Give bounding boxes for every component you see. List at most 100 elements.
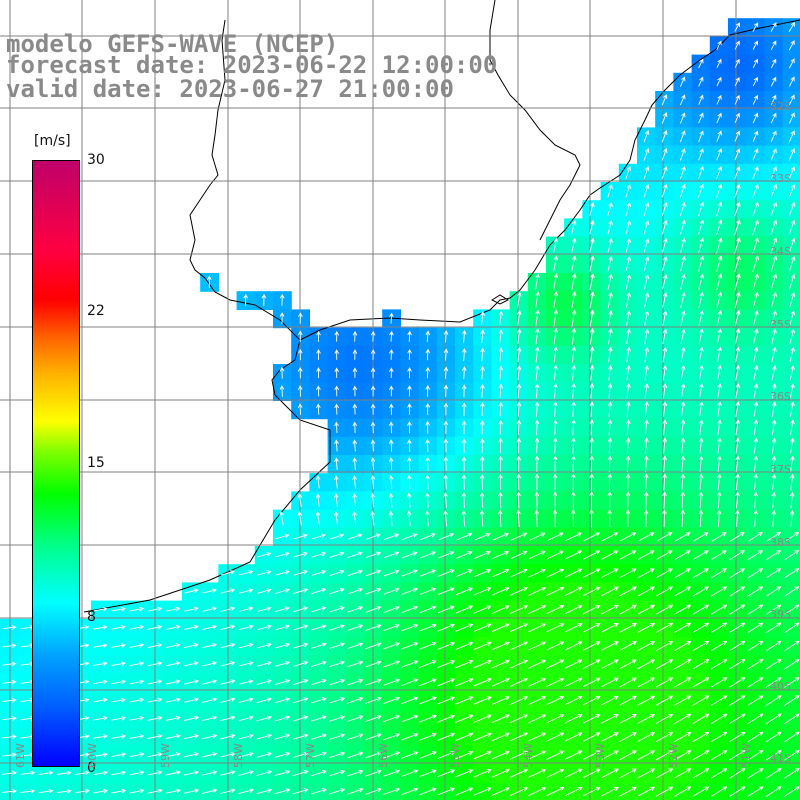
wind-arrow bbox=[2, 679, 17, 685]
latitude-label: 39S bbox=[770, 608, 791, 621]
wind-arrow bbox=[275, 606, 290, 613]
wind-arrow bbox=[292, 642, 309, 649]
wind-arrow bbox=[674, 659, 692, 670]
wind-arrow bbox=[698, 219, 705, 235]
wind-arrow bbox=[93, 661, 108, 666]
wind-arrow bbox=[735, 437, 740, 454]
wind-arrow bbox=[784, 531, 800, 542]
wind-arrow bbox=[607, 419, 613, 436]
wind-arrow bbox=[734, 328, 741, 345]
wind-arrow bbox=[388, 492, 394, 508]
wind-arrow bbox=[528, 787, 547, 797]
wind-arrow bbox=[589, 291, 595, 309]
wind-arrow bbox=[753, 383, 759, 399]
wind-arrow bbox=[644, 401, 649, 417]
wind-arrow bbox=[601, 532, 619, 542]
wind-arrow bbox=[589, 473, 594, 491]
wind-arrow bbox=[388, 510, 394, 526]
wind-arrow bbox=[407, 438, 412, 452]
wind-arrow bbox=[729, 640, 746, 652]
wind-arrow bbox=[425, 384, 431, 397]
wind-arrow bbox=[329, 678, 346, 686]
wind-arrow bbox=[352, 385, 358, 397]
wind-arrow bbox=[564, 732, 583, 742]
wind-arrow bbox=[607, 273, 613, 290]
wind-arrow bbox=[784, 749, 800, 761]
wind-arrow bbox=[401, 714, 419, 723]
wind-arrow bbox=[601, 714, 619, 724]
wind-arrow bbox=[601, 659, 619, 669]
wind-arrow bbox=[771, 419, 777, 436]
wind-arrow bbox=[166, 661, 181, 667]
wind-arrow bbox=[752, 112, 759, 124]
wind-arrow bbox=[710, 713, 728, 724]
wind-arrow bbox=[735, 383, 741, 399]
wind-arrow bbox=[692, 731, 710, 743]
wind-arrow bbox=[716, 112, 722, 124]
wind-arrow bbox=[401, 696, 419, 705]
wind-arrow bbox=[656, 586, 674, 597]
wind-arrow bbox=[710, 731, 728, 743]
wind-arrow bbox=[643, 201, 650, 216]
wind-arrow bbox=[729, 786, 746, 797]
wind-arrow bbox=[765, 731, 782, 743]
wind-arrow bbox=[752, 40, 758, 50]
wind-arrow bbox=[370, 349, 376, 360]
wind-arrow bbox=[220, 624, 236, 631]
wind-arrow bbox=[297, 493, 303, 507]
wind-arrow bbox=[516, 509, 521, 528]
wind-arrow bbox=[383, 696, 401, 705]
wind-arrow bbox=[528, 677, 547, 687]
wind-arrow bbox=[388, 439, 394, 452]
wind-arrow bbox=[474, 532, 491, 541]
wind-arrow bbox=[789, 292, 796, 308]
wind-arrow bbox=[729, 586, 746, 597]
wind-arrow bbox=[789, 509, 795, 527]
wind-arrow bbox=[643, 219, 650, 235]
wind-arrow bbox=[747, 749, 764, 761]
wind-arrow bbox=[111, 661, 126, 666]
wind-arrow bbox=[401, 642, 419, 650]
wind-arrow bbox=[735, 491, 740, 509]
wind-arrow bbox=[607, 509, 612, 528]
wind-arrow bbox=[771, 383, 777, 399]
wind-arrow bbox=[698, 291, 705, 308]
wind-arrow bbox=[717, 401, 722, 417]
wind-arrow bbox=[788, 148, 795, 161]
wind-arrow bbox=[546, 750, 565, 760]
wind-arrow bbox=[625, 491, 631, 509]
wind-arrow bbox=[456, 569, 473, 577]
wind-arrow bbox=[419, 605, 437, 614]
wind-arrow bbox=[461, 438, 467, 453]
wind-arrow bbox=[510, 714, 529, 724]
wind-arrow bbox=[256, 788, 273, 795]
wind-arrow bbox=[626, 383, 631, 399]
wind-arrow bbox=[698, 166, 704, 180]
wind-arrow bbox=[370, 367, 376, 378]
wind-arrow bbox=[674, 768, 692, 779]
wind-arrow bbox=[644, 328, 650, 344]
wind-arrow bbox=[220, 770, 236, 776]
wind-arrow bbox=[352, 475, 357, 489]
wind-arrow bbox=[729, 622, 746, 633]
wind-arrow bbox=[607, 237, 613, 253]
wind-arrow bbox=[571, 273, 577, 291]
wind-arrow bbox=[546, 623, 565, 633]
wind-arrow bbox=[601, 732, 619, 742]
wind-arrow bbox=[770, 112, 777, 124]
wind-arrow bbox=[528, 605, 547, 615]
wind-arrow bbox=[534, 509, 539, 528]
wind-arrow bbox=[571, 237, 577, 253]
wind-arrow bbox=[274, 697, 291, 704]
wind-arrow bbox=[771, 346, 777, 363]
wind-arrow bbox=[220, 588, 236, 594]
wind-arrow bbox=[329, 551, 345, 558]
wind-arrow bbox=[680, 383, 686, 399]
wind-arrow bbox=[729, 550, 745, 560]
longitude-label: 53W bbox=[594, 743, 607, 768]
wind-arrow bbox=[770, 166, 777, 180]
wind-arrow bbox=[528, 623, 547, 633]
wind-arrow bbox=[202, 697, 218, 703]
wind-arrow bbox=[589, 327, 595, 345]
